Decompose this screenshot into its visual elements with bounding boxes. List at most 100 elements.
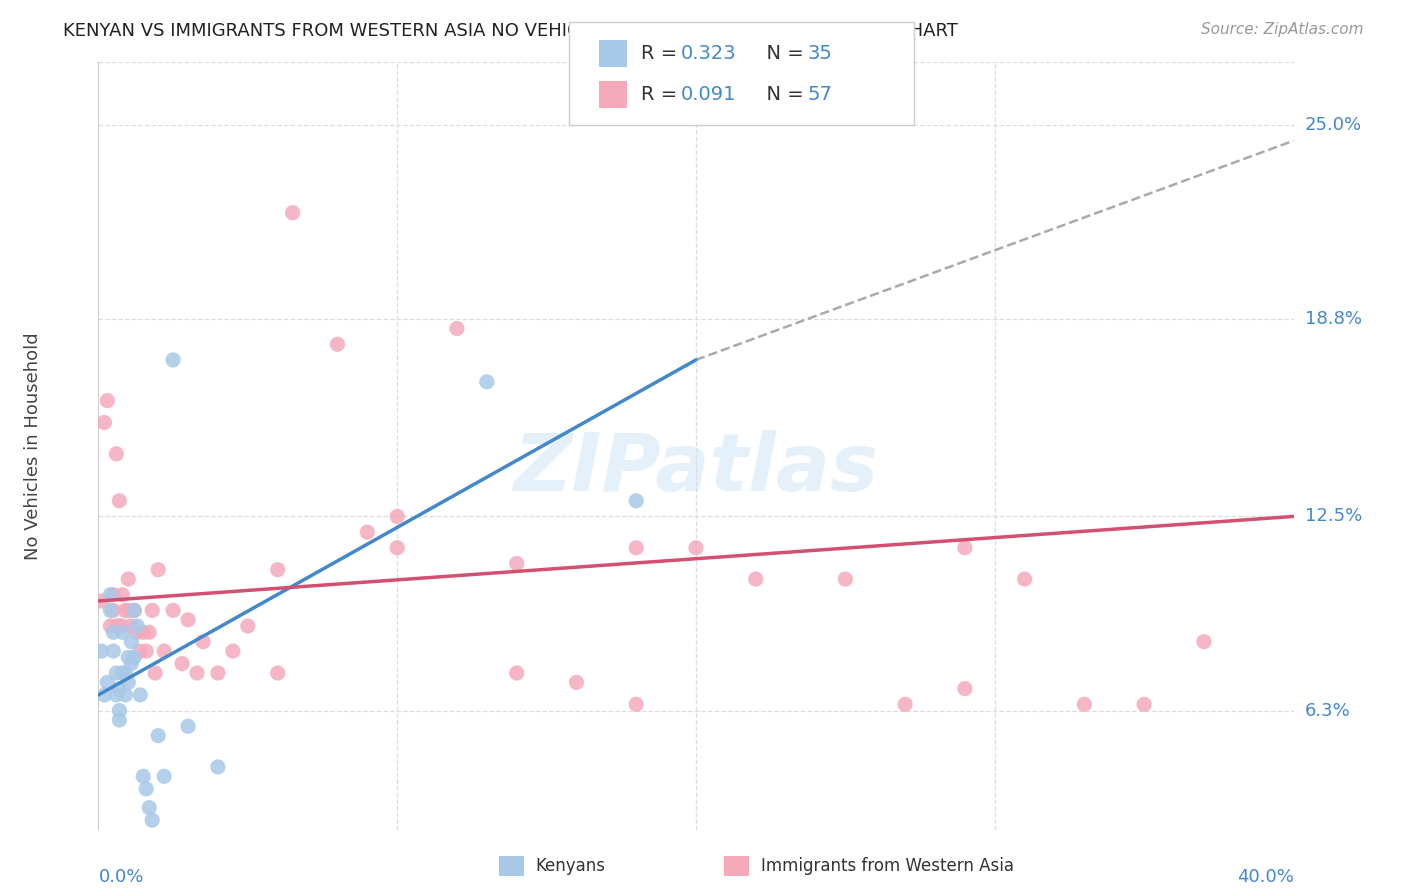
Point	[132, 625, 155, 640]
Point	[172, 657, 194, 671]
Text: R =: R =	[641, 44, 683, 63]
Text: 6.3%: 6.3%	[1305, 702, 1350, 720]
Text: 40.0%: 40.0%	[1237, 869, 1294, 887]
Text: 0.323: 0.323	[681, 44, 737, 63]
Point	[626, 541, 648, 555]
Point	[114, 688, 136, 702]
Point	[111, 588, 134, 602]
Point	[108, 681, 131, 696]
Text: 12.5%: 12.5%	[1305, 508, 1362, 525]
Text: 25.0%: 25.0%	[1305, 116, 1362, 134]
Point	[236, 619, 259, 633]
Point	[105, 688, 128, 702]
Point	[129, 644, 152, 658]
Point	[1014, 572, 1036, 586]
Text: Kenyans: Kenyans	[536, 857, 606, 875]
Point	[117, 572, 139, 586]
Point	[108, 713, 131, 727]
Point	[626, 493, 648, 508]
Point	[385, 509, 409, 524]
Text: ZIPatlas: ZIPatlas	[513, 430, 879, 508]
Point	[626, 698, 648, 712]
Point	[186, 665, 208, 680]
Point	[446, 321, 468, 335]
Point	[207, 665, 229, 680]
Point	[127, 619, 149, 633]
Point	[124, 603, 146, 617]
Point	[117, 650, 139, 665]
Point	[120, 619, 142, 633]
Text: No Vehicles in Household: No Vehicles in Household	[24, 332, 42, 560]
Point	[114, 665, 136, 680]
Point	[90, 644, 112, 658]
Text: N =: N =	[754, 44, 810, 63]
Point	[93, 416, 115, 430]
Point	[114, 603, 136, 617]
Point	[132, 769, 155, 783]
Text: 0.0%: 0.0%	[98, 869, 143, 887]
Point	[98, 619, 122, 633]
Point	[267, 563, 290, 577]
Point	[124, 603, 146, 617]
Point	[103, 603, 125, 617]
Point	[834, 572, 856, 586]
Text: R =: R =	[641, 86, 683, 104]
Point	[96, 393, 118, 408]
Text: 57: 57	[807, 86, 832, 104]
Point	[207, 760, 229, 774]
Point	[953, 681, 976, 696]
Point	[162, 603, 184, 617]
Point	[105, 447, 128, 461]
Point	[127, 625, 149, 640]
Point	[148, 563, 170, 577]
Text: Source: ZipAtlas.com: Source: ZipAtlas.com	[1201, 22, 1364, 37]
Point	[953, 541, 976, 555]
Point	[153, 644, 176, 658]
Point	[105, 619, 128, 633]
Point	[162, 352, 184, 367]
Point	[135, 781, 157, 796]
Point	[1192, 634, 1215, 648]
Point	[111, 625, 134, 640]
Point	[108, 704, 131, 718]
Point	[222, 644, 245, 658]
Point	[177, 613, 200, 627]
Point	[138, 625, 160, 640]
Point	[143, 665, 166, 680]
Point	[281, 205, 304, 219]
Point	[117, 603, 139, 617]
Point	[103, 644, 125, 658]
Point	[1133, 698, 1156, 712]
Text: N =: N =	[754, 86, 810, 104]
Point	[129, 688, 152, 702]
Point	[103, 625, 125, 640]
Point	[141, 813, 163, 827]
Point	[894, 698, 917, 712]
Point	[103, 588, 125, 602]
Point	[745, 572, 768, 586]
Point	[148, 729, 170, 743]
Point	[153, 769, 176, 783]
Point	[475, 375, 498, 389]
Point	[108, 619, 131, 633]
Text: 18.8%: 18.8%	[1305, 310, 1361, 328]
Text: 35: 35	[807, 44, 832, 63]
Point	[506, 665, 529, 680]
Point	[111, 619, 134, 633]
Text: KENYAN VS IMMIGRANTS FROM WESTERN ASIA NO VEHICLES IN HOUSEHOLD CORRELATION CHAR: KENYAN VS IMMIGRANTS FROM WESTERN ASIA N…	[63, 22, 957, 40]
Point	[1073, 698, 1095, 712]
Point	[138, 800, 160, 814]
Point	[141, 603, 163, 617]
Point	[111, 665, 134, 680]
Point	[108, 493, 131, 508]
Point	[120, 634, 142, 648]
Point	[385, 541, 409, 555]
Point	[93, 688, 115, 702]
Point	[685, 541, 707, 555]
Text: 0.091: 0.091	[681, 86, 735, 104]
Point	[96, 675, 118, 690]
Point	[326, 337, 349, 351]
Point	[191, 634, 214, 648]
Point	[267, 665, 290, 680]
Point	[177, 719, 200, 733]
